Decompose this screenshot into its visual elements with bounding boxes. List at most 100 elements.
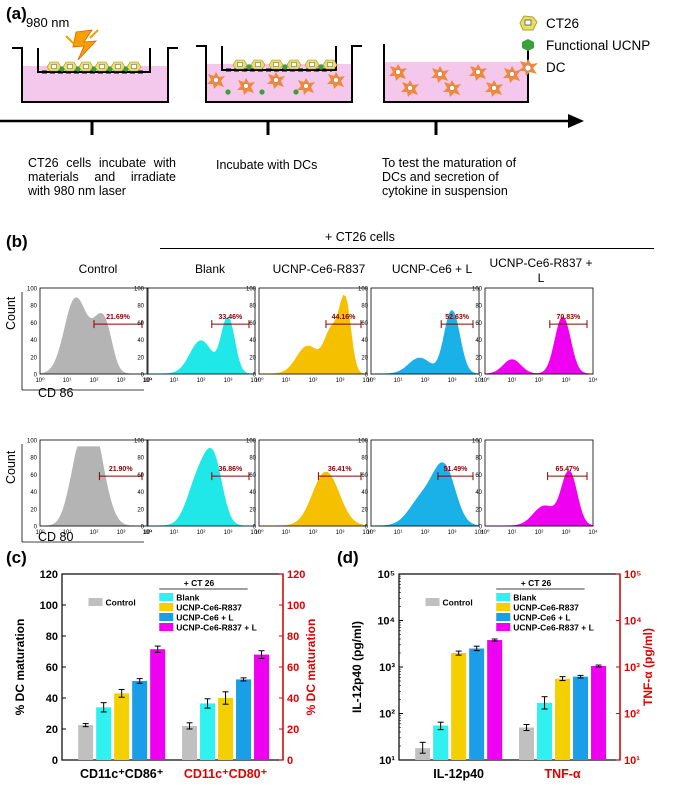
x-tick-label: 10²	[197, 378, 206, 384]
x-tick-label: 10³	[224, 378, 233, 384]
legend-swatch	[159, 603, 174, 611]
histogram-frame	[258, 287, 368, 375]
y-tick-label: 80	[249, 304, 256, 310]
y-tick-label: 40	[475, 338, 482, 344]
histogram-area	[258, 294, 368, 375]
histogram-frame	[39, 439, 149, 527]
gate-percent-label: 44.16%	[332, 314, 357, 321]
y-tick-label: 20	[249, 507, 256, 513]
x-tick-label: 10¹	[282, 378, 291, 384]
x-tick-label: 10²	[90, 378, 99, 384]
col-title-ucnp-ce6-r837-l: UCNP-Ce6-R837 + L	[489, 256, 593, 285]
right-tick-label: 120	[287, 569, 305, 581]
bar-0-0	[415, 748, 431, 760]
bar-0-0	[78, 725, 94, 760]
histogram-frame	[484, 439, 594, 527]
histogram-frame	[258, 439, 368, 527]
bar-2-1	[218, 698, 234, 760]
col-title-blank: Blank	[194, 262, 226, 276]
x-tick-label: 10⁰	[142, 529, 152, 536]
gate-percent-label: 33.46%	[219, 314, 244, 321]
legend-swatch	[159, 623, 174, 631]
y-tick-label: 0	[141, 525, 145, 531]
legend-label-ct26: CT26	[546, 15, 580, 31]
legend-item-dc: DC	[516, 56, 674, 78]
left-tick-label: 10²	[379, 709, 395, 721]
legend-swatch	[88, 598, 103, 606]
ucnp-hexagon-icon	[522, 39, 534, 51]
x-tick-label: 10⁰	[480, 377, 490, 384]
dendritic-cell-icon	[237, 78, 255, 95]
chart-d-cytokine: 10¹ 10¹ 10² 10² 10³ 10³ 10⁴ 10⁴ 10⁵ 10⁵ IL-12p40 (…	[350, 569, 655, 781]
gate-percent-label: 36.86%	[219, 466, 244, 473]
ct26-cell-nucleus	[291, 62, 297, 67]
step-3-text: To test the maturation of DCs and secret…	[382, 156, 517, 198]
dendritic-cell-icon	[297, 78, 315, 95]
ct26-cell-icon	[322, 59, 338, 70]
x-tick-label: 10¹	[170, 378, 179, 384]
row2-marker-label: CD 80	[38, 530, 74, 544]
y-tick-label: 0	[479, 373, 483, 379]
y-tick-label: 40	[137, 338, 144, 344]
histogram-area	[39, 446, 148, 527]
legend-item-ct26: CT26	[516, 12, 674, 34]
x-tick-label: 10²	[421, 530, 430, 536]
right-tick-label: 0	[287, 755, 293, 767]
y-tick-label: 40	[137, 490, 144, 496]
y-tick-label: 20	[30, 507, 37, 513]
histogram-area	[39, 297, 148, 375]
ct26-cell-nucleus	[131, 64, 137, 69]
chart-c-dc-maturation: 0 0 20 20 40 40 60 60 80 80 100 100 120 120 % DC matur…	[13, 569, 318, 781]
x-tick-label: 10²	[309, 530, 318, 536]
x-tick-label: 10¹	[394, 378, 403, 384]
x-tick-label: 10⁴	[143, 529, 153, 536]
ucnp-particle-icon	[246, 64, 252, 70]
x-tick-label: 10⁰	[142, 377, 152, 384]
right-tick-label: 100	[287, 600, 305, 612]
ucnp-particle-icon	[282, 64, 288, 70]
dc-nucleus	[407, 85, 413, 91]
panel-b-letter: (b)	[6, 232, 28, 251]
dendritic-cell-icon	[431, 66, 449, 83]
laser-bolt-icon	[65, 29, 99, 61]
y-tick-label: 100	[358, 439, 369, 445]
y-axis-label-right: TNF-α (pg/ml)	[641, 628, 655, 706]
y-tick-label: 20	[361, 507, 368, 513]
dc-nucleus	[437, 71, 443, 77]
y-tick-label: 40	[475, 490, 482, 496]
histogram-frame	[370, 439, 480, 527]
legend-label: UCNP-Ce6-R837 + L	[513, 623, 594, 633]
y-tick-label: 100	[134, 439, 145, 445]
y-tick-label: 20	[137, 507, 144, 513]
y-tick-label: 80	[475, 456, 482, 462]
x-tick-label: 10¹	[170, 530, 179, 536]
x-tick-label: 10²	[535, 378, 544, 384]
ct26-cell-icon	[94, 61, 110, 72]
legend-label-ucnp: Functional UCNP	[546, 37, 651, 53]
y-tick-label: 100	[472, 287, 483, 293]
legend-swatch	[425, 598, 440, 606]
dc-nucleus	[213, 77, 219, 83]
ct26-cell-icon	[126, 61, 142, 72]
y-tick-label: 80	[30, 304, 37, 310]
dc-nucleus	[491, 85, 497, 91]
x-tick-label: 10²	[535, 530, 544, 536]
legend-label: UCNP-Ce6-R837	[513, 603, 579, 613]
x-tick-label: 10⁴	[474, 529, 484, 536]
left-tick-label: 10⁴	[377, 616, 395, 628]
y-tick-label: 0	[253, 525, 257, 531]
cells-layer	[46, 59, 521, 97]
x-tick-label: 10⁰	[35, 529, 45, 536]
y-tick-label: 40	[249, 338, 256, 344]
category-label: IL-12p40	[433, 767, 484, 781]
y-axis-label: % DC maturation	[13, 619, 27, 716]
ct26-cell-icon	[519, 15, 538, 31]
bar-3-0	[132, 680, 148, 760]
x-tick-label: 10³	[224, 530, 233, 536]
left-tick-label: 20	[46, 724, 58, 736]
x-tick-label: 10²	[90, 530, 99, 536]
